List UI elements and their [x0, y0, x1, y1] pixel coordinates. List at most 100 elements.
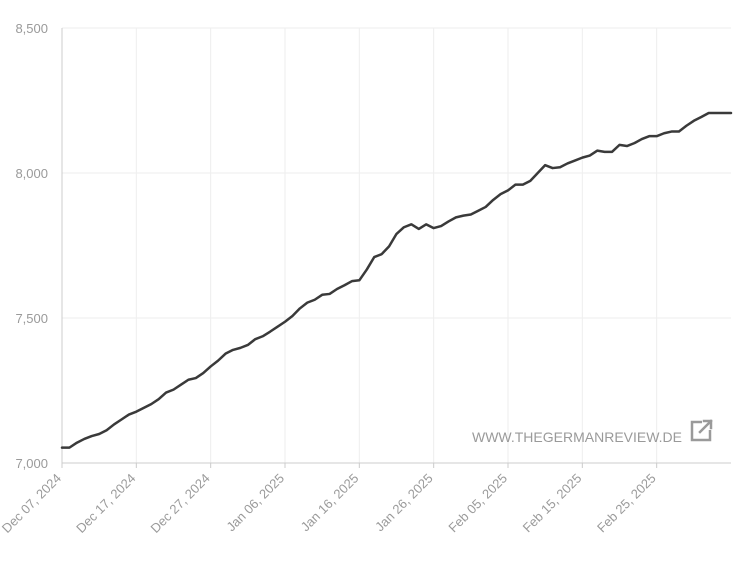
data-point[interactable] [685, 125, 687, 127]
data-point[interactable] [217, 359, 219, 361]
data-point[interactable] [581, 156, 583, 158]
data-point[interactable] [432, 227, 434, 229]
data-point[interactable] [91, 435, 93, 437]
data-point[interactable] [641, 138, 643, 140]
data-point[interactable] [187, 379, 189, 381]
x-tick-label: Feb 05, 2025 [445, 471, 510, 536]
data-point[interactable] [239, 347, 241, 349]
data-point[interactable] [366, 268, 368, 270]
data-point[interactable] [440, 225, 442, 227]
data-point[interactable] [589, 154, 591, 156]
data-point[interactable] [135, 410, 137, 412]
data-point[interactable] [105, 429, 107, 431]
data-point[interactable] [477, 210, 479, 212]
data-point[interactable] [336, 288, 338, 290]
data-point[interactable] [157, 398, 159, 400]
data-point[interactable] [395, 233, 397, 235]
data-point[interactable] [262, 335, 264, 337]
data-point[interactable] [507, 189, 509, 191]
data-point[interactable] [544, 164, 546, 166]
data-point[interactable] [492, 199, 494, 201]
data-point[interactable] [559, 166, 561, 168]
x-tick-labels: Dec 07, 2024 Dec 17, 2024 Dec 27, 2024 Jan … [0, 463, 659, 536]
data-point[interactable] [195, 377, 197, 379]
data-point[interactable] [254, 338, 256, 340]
data-point[interactable] [98, 433, 100, 435]
data-point[interactable] [128, 413, 130, 415]
external-link-icon[interactable] [690, 419, 713, 442]
data-point[interactable] [232, 349, 234, 351]
data-point[interactable] [76, 442, 78, 444]
data-point[interactable] [180, 384, 182, 386]
data-point[interactable] [276, 326, 278, 328]
data-point[interactable] [321, 294, 323, 296]
data-point[interactable] [648, 135, 650, 137]
data-point[interactable] [514, 183, 516, 185]
data-point[interactable] [403, 226, 405, 228]
data-point[interactable] [284, 321, 286, 323]
data-point[interactable] [655, 135, 657, 137]
data-point[interactable] [633, 142, 635, 144]
data-point[interactable] [269, 330, 271, 332]
data-point[interactable] [499, 193, 501, 195]
data-point[interactable] [730, 112, 732, 114]
data-point[interactable] [247, 344, 249, 346]
data-point[interactable] [470, 213, 472, 215]
data-point[interactable] [603, 151, 605, 153]
data-point[interactable] [455, 216, 457, 218]
data-point[interactable] [83, 438, 85, 440]
data-point[interactable] [388, 245, 390, 247]
data-point[interactable] [670, 130, 672, 132]
data-point[interactable] [299, 307, 301, 309]
series-line[interactable] [60, 111, 733, 449]
data-point[interactable] [172, 388, 174, 390]
data-point[interactable] [373, 256, 375, 258]
data-point[interactable] [715, 112, 717, 114]
data-point[interactable] [462, 214, 464, 216]
data-point[interactable] [678, 130, 680, 132]
data-point[interactable] [150, 403, 152, 405]
data-point[interactable] [68, 446, 70, 448]
data-point[interactable] [596, 149, 598, 151]
data-point[interactable] [722, 112, 724, 114]
data-point[interactable] [626, 145, 628, 147]
data-point[interactable] [663, 132, 665, 134]
data-point[interactable] [447, 220, 449, 222]
data-point[interactable] [380, 253, 382, 255]
x-tick-label: Feb 15, 2025 [520, 471, 585, 536]
data-point[interactable] [537, 172, 539, 174]
data-point[interactable] [224, 352, 226, 354]
data-point[interactable] [113, 423, 115, 425]
data-point[interactable] [120, 418, 122, 420]
data-point[interactable] [574, 159, 576, 161]
data-point[interactable] [708, 112, 710, 114]
data-point[interactable] [611, 151, 613, 153]
data-point[interactable] [485, 206, 487, 208]
data-point[interactable] [328, 293, 330, 295]
data-point[interactable] [143, 407, 145, 409]
data-point[interactable] [358, 279, 360, 281]
data-point[interactable] [551, 167, 553, 169]
data-point[interactable] [202, 372, 204, 374]
data-point[interactable] [566, 162, 568, 164]
y-tick-label: 7,500 [15, 311, 48, 326]
data-point[interactable] [61, 446, 63, 448]
data-point[interactable] [209, 365, 211, 367]
data-point[interactable] [314, 299, 316, 301]
data-point[interactable] [343, 284, 345, 286]
data-point[interactable] [291, 315, 293, 317]
data-point[interactable] [306, 301, 308, 303]
data-point[interactable] [522, 183, 524, 185]
data-point[interactable] [351, 280, 353, 282]
data-point[interactable] [700, 116, 702, 118]
data-point[interactable] [693, 120, 695, 122]
data-point[interactable] [425, 223, 427, 225]
data-point[interactable] [410, 223, 412, 225]
watermark[interactable]: WWW.THEGERMANREVIEW.DE [472, 419, 713, 445]
x-tick-label: Dec 27, 2024 [147, 471, 212, 536]
data-point[interactable] [165, 391, 167, 393]
data-point[interactable] [418, 228, 420, 230]
data-point[interactable] [529, 180, 531, 182]
data-point[interactable] [618, 144, 620, 146]
